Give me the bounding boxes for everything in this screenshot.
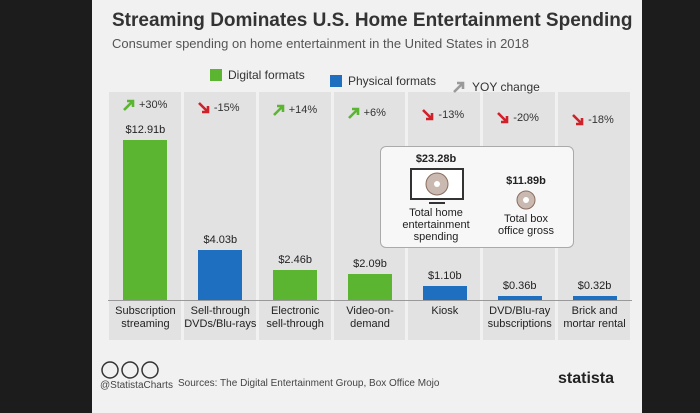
x-tick-label: Kiosk — [431, 305, 459, 317]
yoy-change: +30% — [122, 98, 167, 112]
value-label: $12.91b — [125, 124, 166, 136]
x-tick-label: Subscription streaming — [115, 305, 176, 330]
yoy-change: -13% — [421, 108, 464, 122]
legend-label: Physical formats — [348, 74, 437, 88]
bar — [123, 140, 168, 300]
license-icons — [101, 361, 159, 379]
yoy-arrow — [197, 101, 210, 113]
yoy-change: -18% — [571, 113, 614, 127]
inset-value: $23.28b — [415, 153, 457, 165]
yoy-arrow — [272, 104, 285, 116]
x-tick-label: Brick and mortar rental — [563, 305, 626, 330]
value-label: $2.09b — [353, 258, 387, 271]
legend-swatch — [210, 69, 222, 81]
x-tick-label: Electronic sell-through — [266, 305, 324, 330]
value-label: $4.03b — [203, 234, 238, 247]
yoy-change: +14% — [272, 103, 317, 117]
yoy-arrow — [347, 107, 359, 119]
yoy-arrow — [497, 111, 509, 123]
yoy-arrow — [123, 99, 135, 111]
inset-box: $23.28b Total home entertainment spendin… — [380, 146, 574, 248]
legend-label: YOY change — [472, 80, 540, 94]
chart-subtitle: Consumer spending on home entertainment … — [112, 36, 529, 51]
baseline — [108, 300, 632, 301]
yoy-label: -20% — [513, 111, 539, 124]
bar — [572, 296, 617, 300]
bar — [273, 269, 318, 300]
inset-value: $11.89b — [506, 175, 546, 187]
yoy-label: +6% — [363, 106, 386, 119]
yoy-arrow — [572, 114, 584, 126]
reel-icon — [516, 190, 536, 210]
yoy-label: +14% — [288, 104, 318, 116]
inset-label: Total box office gross — [497, 213, 555, 237]
column-bg — [258, 92, 331, 340]
legend-arrow — [453, 81, 465, 93]
legend-item: YOY change — [452, 80, 540, 94]
x-tick-label: DVD/Blu-ray subscriptions — [487, 305, 552, 330]
yoy-label: -18% — [588, 114, 614, 126]
yoy-label: -13% — [438, 109, 465, 121]
bar — [422, 286, 467, 300]
yoy-change: -20% — [496, 111, 539, 125]
legend-label: Digital formats — [228, 68, 305, 82]
x-tick-label: Sell-through DVDs/Blu-rays — [184, 305, 257, 330]
handle: @StatistaCharts — [100, 380, 173, 391]
chart-title: Streaming Dominates U.S. Home Entertainm… — [112, 10, 633, 31]
inset-label: Total home entertainment spending — [402, 207, 470, 243]
yoy-arrow — [422, 109, 434, 121]
value-label: $0.36b — [502, 279, 537, 292]
bar — [497, 295, 542, 300]
bar — [198, 250, 243, 300]
legend-swatch — [330, 75, 342, 87]
tv-icon — [410, 168, 464, 204]
legend-item: Physical formats — [330, 74, 436, 88]
yoy-change: -15% — [197, 101, 240, 115]
yoy-label: +30% — [139, 99, 168, 111]
bar — [348, 274, 392, 300]
value-label: $0.32b — [577, 280, 612, 293]
brand: statista — [558, 370, 615, 387]
value-label: $1.10b — [428, 270, 462, 283]
value-label: $2.46b — [278, 253, 312, 266]
yoy-change: +6% — [347, 106, 386, 120]
column-bg — [183, 92, 256, 340]
x-tick-label: Video-on- demand — [346, 305, 394, 330]
sources: Sources: The Digital Entertainment Group… — [178, 378, 440, 389]
yoy-label: -15% — [213, 101, 240, 114]
legend-item: Digital formats — [210, 68, 305, 82]
